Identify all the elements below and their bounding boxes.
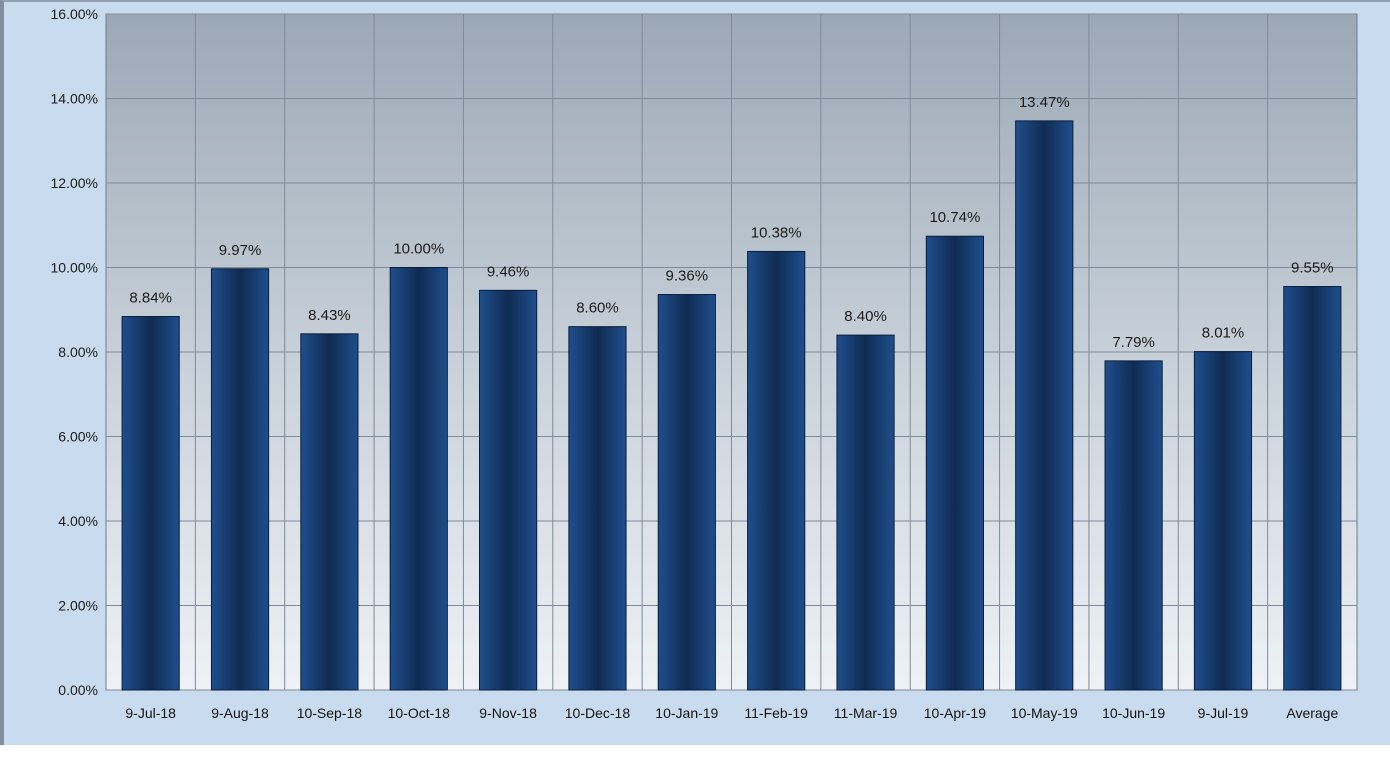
y-tick-label: 10.00% <box>51 260 98 276</box>
y-tick-label: 12.00% <box>51 175 98 191</box>
data-label: 10.74% <box>929 209 980 226</box>
x-tick-label: 10-Jan-19 <box>655 705 718 721</box>
x-tick-label: 10-Jun-19 <box>1102 705 1165 721</box>
data-label: 8.01% <box>1202 325 1245 342</box>
x-tick-label: 9-Aug-18 <box>211 705 269 721</box>
bar <box>1015 120 1074 691</box>
data-label: 8.60% <box>576 300 619 317</box>
y-axis: 0.00% 2.00% 4.00% 6.00% 8.00% 10.00% 12.00% 14.… <box>51 6 98 698</box>
x-tick-label: 11-Feb-19 <box>744 705 808 721</box>
bar <box>836 334 895 691</box>
data-label: 8.43% <box>308 307 351 324</box>
x-tick-label: 10-May-19 <box>1011 705 1078 721</box>
data-label: 7.79% <box>1112 334 1155 351</box>
bar <box>300 333 359 691</box>
y-tick-label: 2.00% <box>58 598 98 614</box>
bar <box>1104 360 1163 691</box>
bar <box>657 294 716 691</box>
x-tick-label: 9-Jul-18 <box>125 705 176 721</box>
bar <box>1193 351 1253 691</box>
x-tick-label: 11-Mar-19 <box>834 705 898 721</box>
data-label: 13.47% <box>1019 94 1070 111</box>
y-tick-label: 14.00% <box>51 91 98 107</box>
chart-frame: 0.00% 2.00% 4.00% 6.00% 8.00% 10.00% 12.00% 14.… <box>0 0 1390 745</box>
data-label: 10.38% <box>751 224 802 241</box>
x-tick-label: 10-Oct-18 <box>388 705 450 721</box>
y-tick-label: 4.00% <box>58 513 98 529</box>
x-tick-label: 10-Dec-18 <box>565 705 631 721</box>
x-tick-label: 10-Sep-18 <box>297 705 363 721</box>
data-label: 10.00% <box>393 241 444 258</box>
y-tick-label: 6.00% <box>58 429 98 445</box>
bar <box>121 316 180 691</box>
data-label: 9.36% <box>666 268 709 285</box>
bar-chart: 0.00% 2.00% 4.00% 6.00% 8.00% 10.00% 12.00% 14.… <box>51 6 1358 721</box>
y-tick-label: 16.00% <box>51 6 98 22</box>
bar <box>1283 286 1342 691</box>
data-label: 8.84% <box>129 290 172 307</box>
data-label: 9.46% <box>487 263 530 280</box>
bar <box>389 267 448 691</box>
y-tick-label: 8.00% <box>58 344 98 360</box>
x-tick-label: 9-Jul-19 <box>1198 705 1249 721</box>
bars <box>121 120 1342 691</box>
data-label: 9.55% <box>1291 260 1334 277</box>
bar <box>568 326 627 691</box>
x-tick-label: 9-Nov-18 <box>479 705 537 721</box>
data-labels: 8.84% 9.97% 8.43% 10.00% 9.46% 8.60% 9.36% 10.3… <box>129 94 1333 351</box>
x-tick-label: Average <box>1286 705 1338 721</box>
bar <box>925 235 984 691</box>
data-label: 8.40% <box>844 308 887 325</box>
data-label: 9.97% <box>219 242 262 259</box>
x-tick-label: 10-Apr-19 <box>924 705 986 721</box>
bar <box>479 289 538 691</box>
bar <box>210 268 270 691</box>
x-axis: 9-Jul-18 9-Aug-18 10-Sep-18 10-Oct-18 9-Nov-… <box>125 705 1338 721</box>
bar <box>747 250 806 691</box>
y-tick-label: 0.00% <box>58 682 98 698</box>
